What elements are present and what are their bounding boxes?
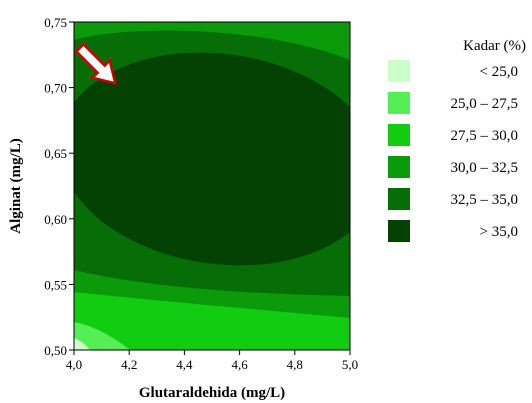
x-tick-label: 4,2 (121, 357, 137, 372)
contour-region-27-5-30 (74, 292, 350, 350)
y-tick-label: 0,65 (44, 146, 67, 161)
legend-entries: < 25,0 25,0 – 27,5 27,5 – 30,0 30,0 – 32,5 3… (388, 60, 518, 242)
contour-regions (74, 22, 350, 350)
x-tick-label: 4,6 (231, 357, 248, 372)
contour-region-gt-35 (74, 52, 350, 266)
contour-region-lt-25 (74, 338, 90, 350)
legend-label: 27,5 – 30,0 (451, 128, 519, 144)
x-axis-title: Glutaraldehida (mg/L) (139, 385, 285, 401)
x-tick-label: 4,0 (66, 357, 82, 372)
legend-label: > 35,0 (480, 224, 518, 240)
y-tick-label: 0,70 (44, 81, 67, 96)
y-tick-label: 0,60 (44, 212, 67, 227)
legend: Kadar (%) < 25,0 25,0 – 27,5 27,5 – 30,0 30… (388, 38, 526, 242)
legend-swatch (388, 92, 410, 114)
legend-swatch (388, 156, 410, 178)
legend-swatch (388, 220, 410, 242)
legend-swatch (388, 188, 410, 210)
legend-label: < 25,0 (480, 64, 518, 80)
x-tick-label: 5,0 (342, 357, 358, 372)
legend-label: 25,0 – 27,5 (451, 96, 519, 112)
y-tick-label: 0,55 (44, 277, 67, 292)
legend-swatch (388, 124, 410, 146)
legend-label: 30,0 – 32,5 (451, 160, 519, 176)
y-tick-label: 0,50 (44, 343, 67, 358)
plot-frame (73, 21, 351, 351)
x-axis-ticks: 4,0 4,2 4,4 4,6 4,8 5,0 (66, 350, 358, 372)
y-axis-title: Alginat (mg/L) (8, 138, 24, 233)
y-tick-label: 0,75 (44, 15, 67, 30)
x-tick-label: 4,4 (176, 357, 193, 372)
x-tick-label: 4,8 (287, 357, 303, 372)
legend-title: Kadar (%) (463, 38, 526, 54)
contour-region-25-27-5 (74, 322, 130, 350)
annotation-arrow (74, 42, 118, 86)
legend-label: 32,5 – 35,0 (451, 192, 519, 208)
legend-swatch (388, 60, 410, 82)
y-axis-ticks: 0,50 0,55 0,60 0,65 0,70 0,75 (44, 15, 74, 358)
